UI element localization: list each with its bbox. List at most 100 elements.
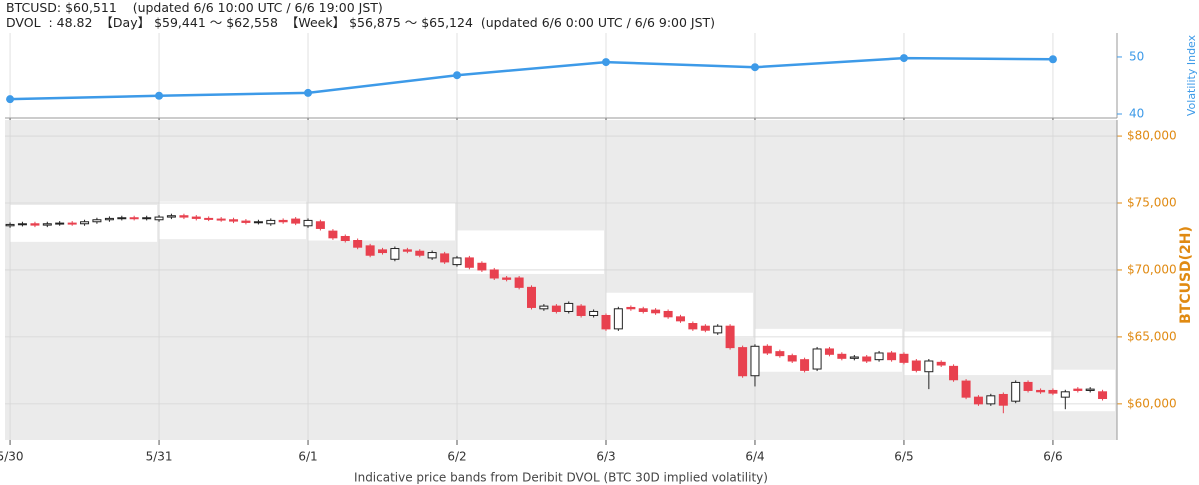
candle-body [55,222,65,225]
candle-body [129,217,139,220]
candle-body [837,353,847,359]
x-tick-label: 6/5 [894,450,913,464]
candle-body [1036,389,1046,393]
candle-body [315,221,325,229]
y-axis-title: Volatility Index [1185,34,1198,116]
point [601,58,610,67]
candle-body [1011,381,1021,402]
dvol-updated: (updated 6/6 0:00 UTC / 6/6 9:00 JST) [480,15,716,30]
candle-body [92,219,102,223]
y-tick-label: $60,000 [1127,396,1177,410]
x-tick-label: 6/1 [298,450,317,464]
candle-body [849,356,859,359]
candle-body [30,223,40,226]
candle-body [936,361,946,366]
candle-body [911,360,921,371]
candle-body [787,355,797,362]
candle-body [1085,388,1095,391]
x-tick-label: 5/30 [0,450,24,464]
candle-body [365,245,375,256]
candle-body [626,306,636,310]
candle-body [291,218,301,224]
candle-body [1048,389,1058,394]
candle-body [17,223,27,226]
candle-body [402,249,412,252]
candle-body [241,220,251,223]
price-updated: (updated 6/6 10:00 UTC / 6/6 19:00 JST) [132,0,383,15]
candle-body [328,230,338,239]
candle-body [539,305,549,310]
line [10,56,1053,101]
candle-body [1023,381,1033,391]
candle-body [502,277,512,280]
point [6,95,15,104]
candle-body [216,218,226,221]
candle-body [353,240,363,248]
candle-body [117,217,127,220]
candle-body [278,219,288,223]
candle-body [750,345,760,377]
candle-body [998,393,1008,406]
candle-body [775,351,785,357]
y-tick-label: $65,000 [1127,329,1177,343]
candle-body [812,348,822,370]
candle-body [800,359,810,371]
point [899,54,908,63]
x-tick-label: 6/4 [745,450,764,464]
candle-body [42,223,52,226]
x-axis-title: Indicative price bands from Deribit DVOL… [354,471,768,485]
price: BTCUSD: $60,511 [6,0,117,15]
candle-body [613,308,623,330]
y-axis-title: BTCUSD(2H) [1178,226,1194,324]
candle-body [700,325,710,331]
candle-body [229,219,239,222]
candle-body [576,305,586,316]
point [750,63,759,72]
candle-body [477,262,487,271]
price-band [1052,369,1115,412]
header: BTCUSD: $60,511 (updated 6/6 10:00 UTC /… [6,0,715,30]
candle-body [427,252,437,259]
candle-body [514,277,524,288]
candle-body [179,215,189,218]
candle-body [527,286,537,308]
candle-body [551,305,561,312]
plot-area [5,120,1117,440]
candle-body [80,221,90,225]
week-range: 【Week】 $56,875 〜 $65,124 [285,15,473,30]
candle-body [824,348,834,355]
candle-body [303,219,313,227]
candle-body [1060,391,1070,398]
candle-body [440,253,450,263]
candle-body [961,380,971,398]
candle-body [924,360,934,373]
day-range: 【Day】 $59,441 〜 $62,558 [100,15,278,30]
candle-body [166,215,176,218]
candle-body [564,302,574,312]
candle-body [204,217,214,220]
candle-body [489,269,499,279]
candle-body [191,216,201,219]
y-tick-label: $75,000 [1127,196,1177,210]
candle-body [104,217,114,221]
candle-body [738,347,748,377]
candle-body [899,353,909,363]
dvol: DVOL : 48.82 [6,15,93,30]
candle-body [862,356,872,362]
candle-body [142,217,152,220]
point [304,88,313,97]
candle-body [464,257,474,268]
candle-body [651,309,661,314]
candle-body [154,216,164,221]
candle-body [390,248,400,260]
candle-body [762,345,772,354]
y-tick-label: 50 [1129,49,1144,63]
candle-body [266,219,276,225]
candle-body [378,249,388,254]
x-tick-label: 5/31 [146,450,173,464]
candle-body [949,365,959,381]
candle-body [67,222,77,225]
candle-body [986,395,996,405]
candle-body [874,352,884,361]
